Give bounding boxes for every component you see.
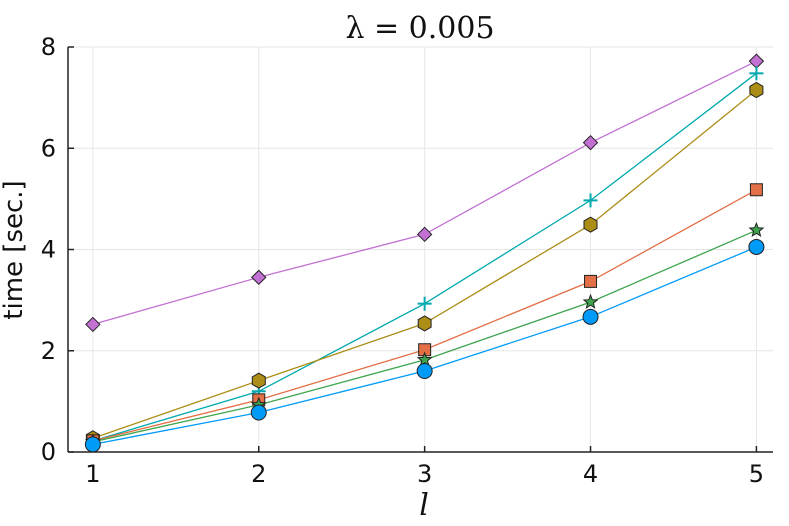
- data-point-circle: [84, 436, 101, 453]
- data-point-cross: [417, 296, 432, 311]
- data-point-star: [748, 221, 765, 238]
- y-tick-label: 4: [41, 236, 56, 264]
- y-tick-label: 0: [41, 438, 56, 466]
- series-group: [85, 81, 764, 447]
- data-point-circle: [250, 404, 267, 421]
- data-point-square: [749, 183, 763, 197]
- data-point-circle: [582, 308, 599, 325]
- series-group: [85, 53, 765, 333]
- data-point-diamond: [748, 53, 765, 69]
- data-point-hexagon: [417, 315, 432, 332]
- data-point-circle: [416, 363, 433, 379]
- data-point-diamond: [85, 316, 101, 333]
- axis-ticks: 1 2 3 4 5 0 2 4 6 8: [41, 33, 764, 488]
- x-tick-label: 3: [417, 460, 432, 488]
- data-point-diamond: [416, 226, 433, 243]
- series-layer: [84, 53, 765, 453]
- y-axis-label: time [sec.]: [0, 180, 29, 319]
- data-point-star: [582, 293, 599, 309]
- data-point-cross: [583, 193, 598, 208]
- data-point-star: [416, 351, 433, 367]
- x-tick-label: 5: [749, 460, 764, 488]
- series-group: [86, 183, 763, 448]
- data-point-diamond: [251, 269, 267, 286]
- y-tick-label: 6: [41, 134, 56, 162]
- data-point-circle: [748, 238, 765, 255]
- grid: [68, 46, 773, 453]
- x-tick-label: 2: [251, 460, 266, 488]
- y-tick-label: 8: [41, 33, 56, 61]
- series-group: [84, 238, 765, 453]
- data-point-hexagon: [583, 216, 598, 233]
- data-point-hexagon: [749, 81, 764, 99]
- x-axis-label: l: [419, 488, 429, 523]
- data-point-cross: [749, 66, 764, 81]
- x-tick-label: 1: [85, 460, 100, 488]
- data-point-square: [584, 274, 598, 288]
- data-point-diamond: [582, 134, 599, 151]
- chart-title: λ = 0.005: [345, 11, 494, 46]
- y-tick-label: 2: [41, 337, 56, 365]
- x-tick-label: 4: [583, 460, 598, 488]
- data-point-hexagon: [251, 372, 266, 389]
